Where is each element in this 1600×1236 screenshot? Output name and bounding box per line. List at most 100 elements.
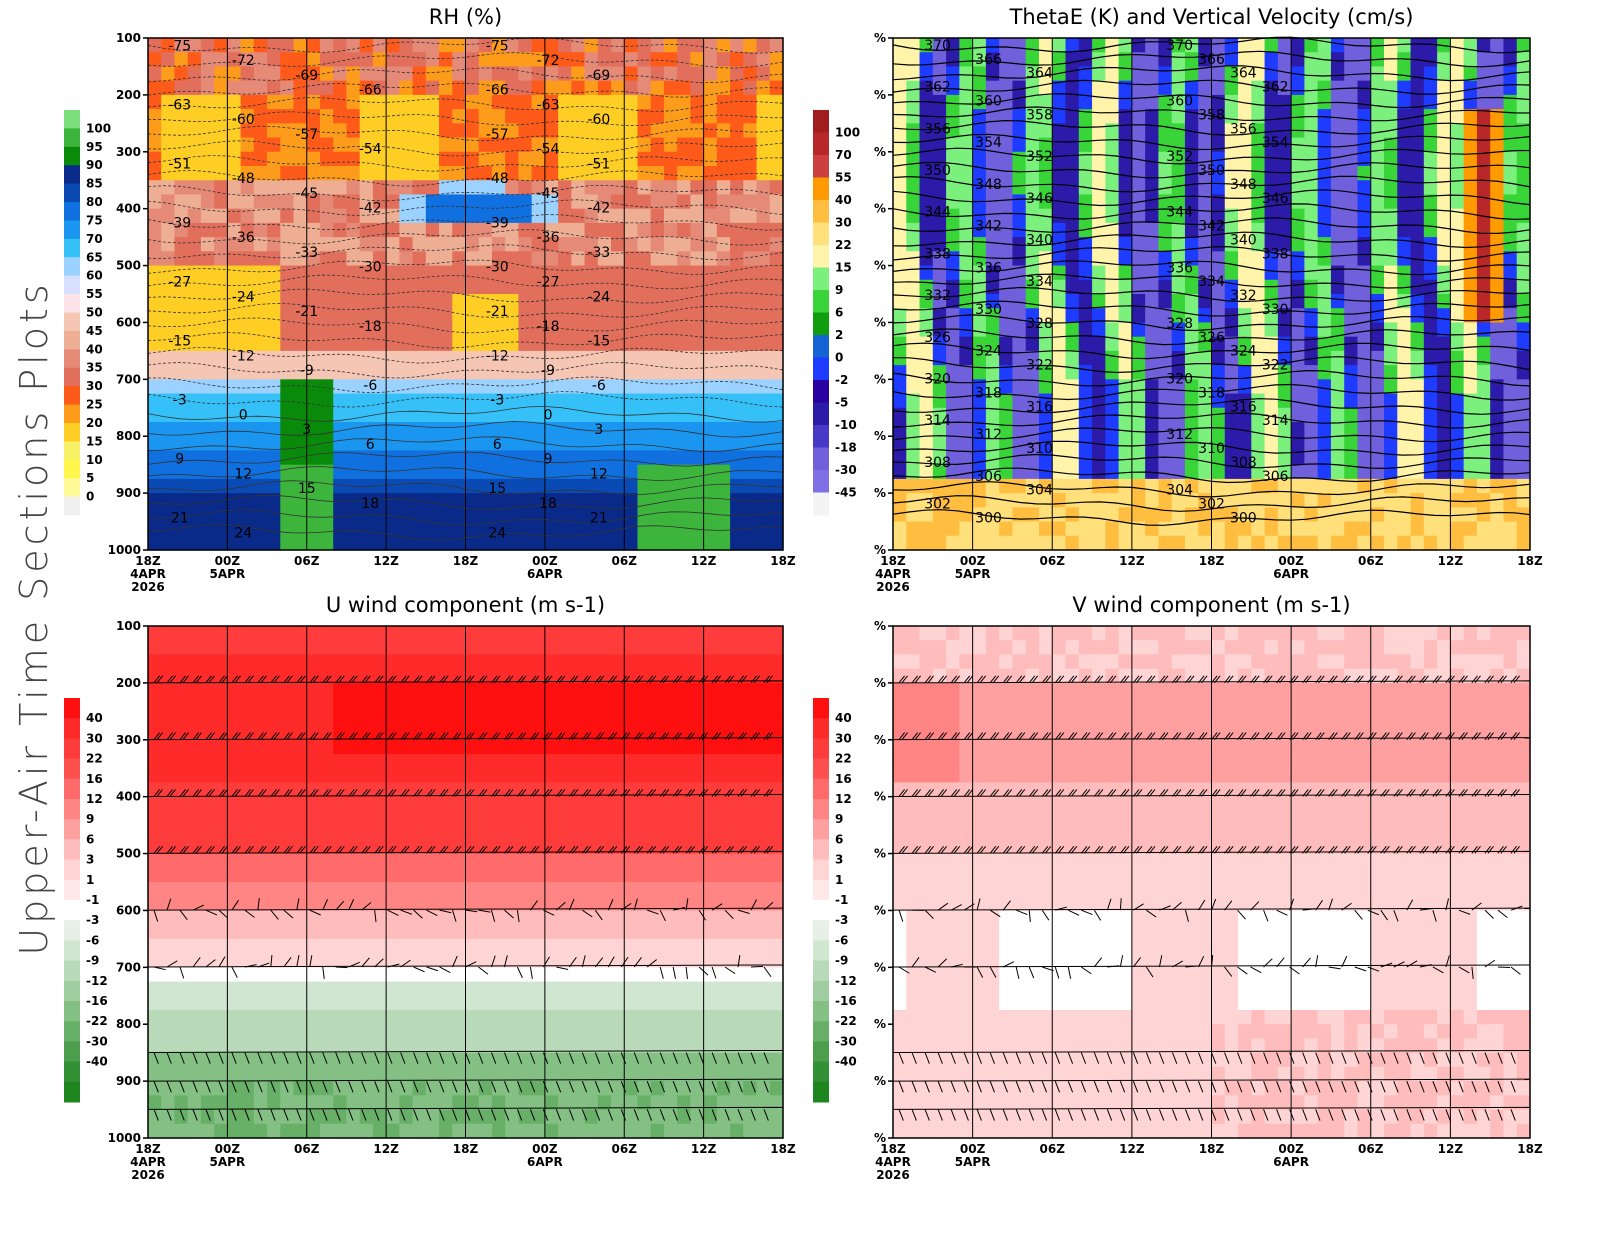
field-cell [1171,464,1186,480]
field-cell [690,711,705,727]
field-cell [1516,109,1531,124]
field-cell [1490,436,1505,452]
field-cell [1078,521,1093,537]
field-cell [452,294,467,309]
field-cell [571,697,586,712]
field-cell [386,853,400,869]
field-cell [319,194,334,210]
field-cell [769,626,784,641]
field-cell [478,237,493,252]
field-cell [280,626,295,641]
field-cell [1476,521,1491,537]
field-cell [161,94,176,110]
field-cell [1078,66,1093,82]
field-cell [1437,478,1451,494]
field-cell [359,80,374,96]
field-cell [650,810,665,826]
field-cell [1264,109,1279,124]
field-cell [650,52,665,68]
field-cell [1503,80,1518,96]
field-cell [187,796,202,812]
field-cell [478,407,493,423]
field-cell [544,464,559,480]
field-cell [1397,336,1412,352]
field-cell [1065,308,1080,324]
field-cell [200,507,215,523]
field-cell [1450,279,1465,295]
field-cell [253,422,268,437]
field-cell [319,882,334,897]
field-cell [161,407,176,423]
field-cell [227,464,242,480]
field-cell [663,867,678,883]
colorbar-swatch [64,275,80,295]
field-cell [505,365,520,380]
field-cell [280,697,295,712]
field-cell [1317,265,1332,281]
field-cell [267,237,281,252]
field-cell [730,294,744,309]
field-cell [214,322,228,338]
field-cell [200,796,215,812]
field-cell [650,507,665,523]
field-cell [597,507,612,523]
field-cell [267,640,281,656]
field-cell [253,697,268,712]
colorbar-swatch [64,202,80,221]
field-cell [346,251,361,267]
field-cell [491,294,506,309]
field-cell [319,739,334,755]
field-cell [1211,237,1226,252]
field-cell [584,251,599,267]
field-cell [756,626,771,641]
field-cell [743,208,758,224]
field-cell [253,322,268,338]
field-cell [1450,66,1465,82]
field-cell [624,711,639,727]
field-cell [946,66,960,82]
field-cell [1490,137,1505,153]
field-cell [1065,194,1080,210]
field-cell [359,654,374,670]
field-cell [267,796,281,812]
field-cell [1065,393,1080,409]
field-cell [730,379,744,395]
field-cell [1437,123,1451,139]
field-cell [571,626,586,641]
field-cell [893,166,907,181]
field-cell [730,308,744,324]
field-cell [690,294,705,309]
field-cell [703,294,718,309]
contour-line [147,347,784,364]
field-cell [412,407,427,423]
field-cell [240,654,255,670]
contour-label: -42 [587,201,610,217]
field-cell [571,94,586,110]
field-cell [1224,151,1239,167]
field-cell [730,853,744,869]
field-cell [253,151,268,167]
field-cell [703,194,718,210]
field-cell [293,180,308,196]
colorbar-label: 20 [86,416,103,430]
field-cell [1370,94,1385,110]
field-cell [1437,350,1451,366]
contour-label: 370 [1166,38,1193,54]
field-cell [174,853,189,869]
field-cell [1476,322,1491,338]
field-cell [293,123,308,139]
field-cell [412,393,427,409]
field-cell [1370,379,1385,395]
field-cell [769,109,784,124]
field-cell [227,640,242,656]
contour-label: 6 [366,437,375,453]
field-cell [677,208,691,224]
field-cell [1251,180,1266,196]
field-cell [161,882,176,897]
field-cell [703,251,718,267]
field-cell [214,810,228,826]
field-cell [253,109,268,124]
field-cell [227,407,242,423]
field-cell [200,294,215,309]
field-cell [743,222,758,238]
